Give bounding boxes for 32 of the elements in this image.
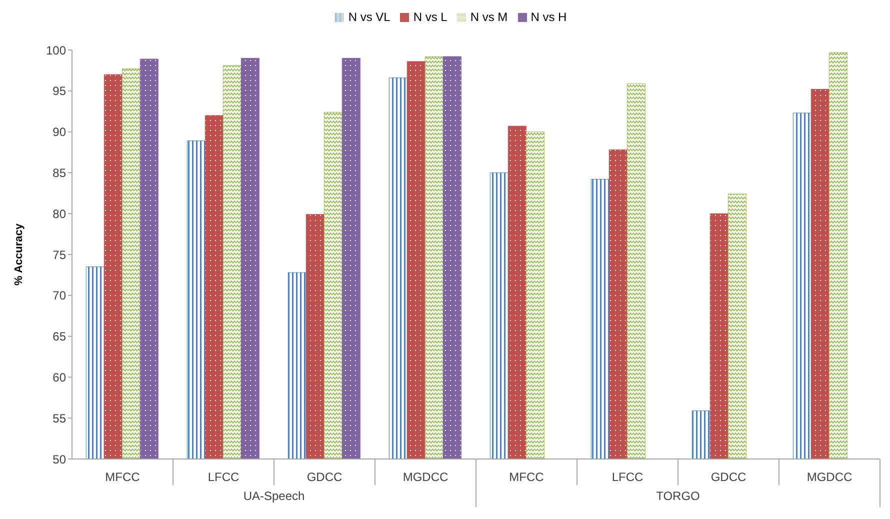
category-label: MFCC: [509, 470, 544, 484]
y-tick-label: 85: [52, 166, 66, 180]
category-label: MFCC: [105, 470, 140, 484]
x-tick-label: GDCC: [306, 470, 342, 484]
category-label: MGDCC: [778, 458, 852, 486]
x-tick-label: LFCC: [208, 470, 240, 484]
y-tick-label: 60: [52, 370, 66, 384]
y-tick-label: 75: [52, 248, 66, 262]
y-tick-label: 55: [52, 411, 66, 426]
legend-label: N vs H: [530, 10, 567, 24]
category-label: GDCC: [678, 458, 746, 486]
y-tick-label: 100: [46, 43, 66, 58]
y-tick-label: 95: [52, 84, 66, 98]
legend-label: N vs M: [470, 10, 508, 24]
y-tick-label: 65: [52, 330, 66, 344]
y-tick-label: 80: [52, 206, 66, 221]
category-label: LFCC: [172, 458, 240, 486]
y-axis-title: % Accuracy: [12, 222, 25, 286]
y-tick-label: 50: [52, 452, 66, 466]
category-label: MGDCC: [374, 458, 448, 486]
x-tick-label: GDCC: [710, 470, 746, 484]
category-label: LFCC: [576, 458, 644, 486]
category-label: GDCC: [274, 458, 342, 486]
x-tick-label: MGDCC: [402, 470, 448, 484]
x-tick-label: LFCC: [612, 470, 644, 484]
text: UA-Speech: [243, 489, 305, 503]
x-tick-label: MGDCC: [806, 470, 852, 484]
y-tick-label: 70: [52, 288, 66, 303]
text: TORGO: [656, 489, 700, 503]
legend-label: N vs L: [413, 10, 448, 24]
y-tick-label: 90: [52, 125, 66, 140]
legend-label: N vs VL: [348, 10, 390, 24]
